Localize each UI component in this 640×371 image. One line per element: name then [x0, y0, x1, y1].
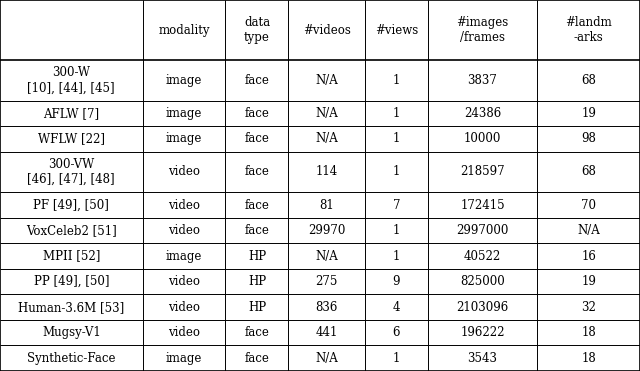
- Text: 2103096: 2103096: [456, 301, 509, 313]
- Text: 24386: 24386: [464, 107, 501, 120]
- Text: 1: 1: [392, 107, 400, 120]
- Text: HP: HP: [248, 275, 266, 288]
- Text: 6: 6: [392, 326, 400, 339]
- Text: face: face: [244, 224, 269, 237]
- Text: N/A: N/A: [316, 132, 338, 145]
- Text: modality: modality: [158, 23, 210, 36]
- Text: 196222: 196222: [460, 326, 505, 339]
- Text: PF [49], [50]: PF [49], [50]: [33, 198, 109, 211]
- Text: 218597: 218597: [460, 165, 505, 178]
- Text: image: image: [166, 352, 202, 365]
- Text: 16: 16: [581, 250, 596, 263]
- Text: MPII [52]: MPII [52]: [43, 250, 100, 263]
- Text: 2997000: 2997000: [456, 224, 509, 237]
- Text: 70: 70: [581, 198, 596, 211]
- Text: 172415: 172415: [460, 198, 505, 211]
- Text: Human-3.6M [53]: Human-3.6M [53]: [18, 301, 124, 313]
- Text: 19: 19: [581, 275, 596, 288]
- Text: image: image: [166, 132, 202, 145]
- Text: N/A: N/A: [316, 74, 338, 87]
- Text: N/A: N/A: [316, 250, 338, 263]
- Text: 7: 7: [392, 198, 400, 211]
- Text: face: face: [244, 326, 269, 339]
- Text: video: video: [168, 301, 200, 313]
- Text: 114: 114: [316, 165, 338, 178]
- Text: 300-W
[10], [44], [45]: 300-W [10], [44], [45]: [28, 66, 115, 94]
- Text: #videos: #videos: [303, 23, 351, 36]
- Text: Mugsy-V1: Mugsy-V1: [42, 326, 100, 339]
- Text: 4: 4: [392, 301, 400, 313]
- Text: PP [49], [50]: PP [49], [50]: [33, 275, 109, 288]
- Text: 68: 68: [581, 74, 596, 87]
- Text: 1: 1: [392, 132, 400, 145]
- Text: 836: 836: [316, 301, 338, 313]
- Text: WFLW [22]: WFLW [22]: [38, 132, 105, 145]
- Text: #images
/frames: #images /frames: [456, 16, 509, 44]
- Text: 98: 98: [581, 132, 596, 145]
- Text: video: video: [168, 165, 200, 178]
- Text: 1: 1: [392, 74, 400, 87]
- Text: 3837: 3837: [468, 74, 497, 87]
- Text: AFLW [7]: AFLW [7]: [44, 107, 99, 120]
- Text: video: video: [168, 275, 200, 288]
- Text: 9: 9: [392, 275, 400, 288]
- Text: N/A: N/A: [577, 224, 600, 237]
- Text: image: image: [166, 107, 202, 120]
- Text: face: face: [244, 198, 269, 211]
- Text: face: face: [244, 352, 269, 365]
- Text: video: video: [168, 224, 200, 237]
- Text: 32: 32: [581, 301, 596, 313]
- Text: face: face: [244, 74, 269, 87]
- Text: 1: 1: [392, 250, 400, 263]
- Text: 18: 18: [581, 326, 596, 339]
- Text: 1: 1: [392, 224, 400, 237]
- Text: 29970: 29970: [308, 224, 346, 237]
- Text: face: face: [244, 165, 269, 178]
- Text: face: face: [244, 107, 269, 120]
- Text: 1: 1: [392, 352, 400, 365]
- Text: 40522: 40522: [464, 250, 501, 263]
- Text: 441: 441: [316, 326, 338, 339]
- Text: face: face: [244, 132, 269, 145]
- Text: video: video: [168, 198, 200, 211]
- Text: Synthetic-Face: Synthetic-Face: [27, 352, 116, 365]
- Text: 275: 275: [316, 275, 338, 288]
- Text: #landm
-arks: #landm -arks: [565, 16, 612, 44]
- Text: #views: #views: [374, 23, 418, 36]
- Text: 1: 1: [392, 165, 400, 178]
- Text: HP: HP: [248, 301, 266, 313]
- Text: 10000: 10000: [464, 132, 501, 145]
- Text: VoxCeleb2 [51]: VoxCeleb2 [51]: [26, 224, 116, 237]
- Text: 68: 68: [581, 165, 596, 178]
- Text: image: image: [166, 250, 202, 263]
- Text: 19: 19: [581, 107, 596, 120]
- Text: video: video: [168, 326, 200, 339]
- Text: N/A: N/A: [316, 352, 338, 365]
- Text: image: image: [166, 74, 202, 87]
- Text: 300-VW
[46], [47], [48]: 300-VW [46], [47], [48]: [28, 158, 115, 186]
- Text: 81: 81: [319, 198, 334, 211]
- Text: HP: HP: [248, 250, 266, 263]
- Text: 18: 18: [581, 352, 596, 365]
- Text: 825000: 825000: [460, 275, 505, 288]
- Text: data
type: data type: [244, 16, 270, 44]
- Text: N/A: N/A: [316, 107, 338, 120]
- Text: 3543: 3543: [467, 352, 497, 365]
